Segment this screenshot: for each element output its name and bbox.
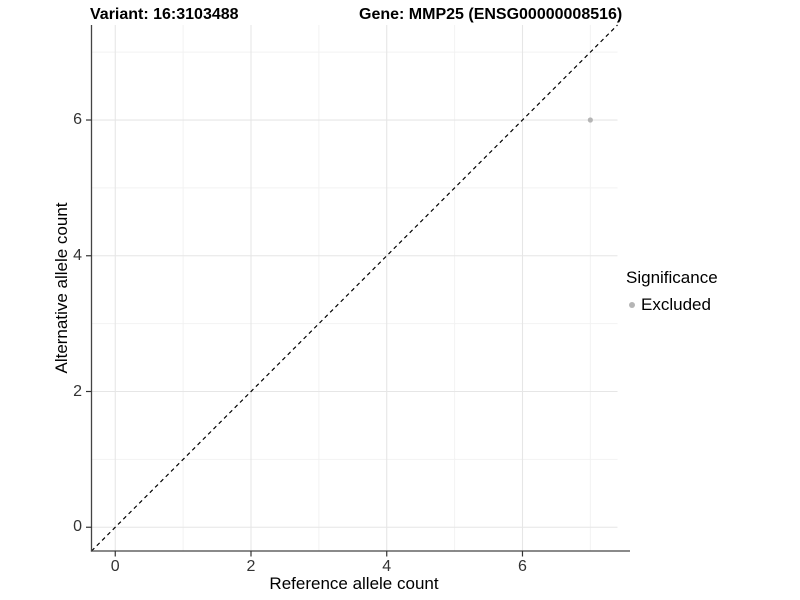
identity-line <box>91 24 618 552</box>
x-tick-label: 6 <box>518 558 527 575</box>
y-axis-title: Alternative allele count <box>52 202 71 374</box>
legend-title: Significance <box>626 268 718 287</box>
x-tick-label: 0 <box>110 558 120 575</box>
y-tick-label: 0 <box>73 518 82 536</box>
y-tick-label: 6 <box>73 111 82 129</box>
y-tick-label: 4 <box>73 246 82 264</box>
legend-entry-label: Excluded <box>641 295 711 314</box>
y-tick-label: 2 <box>73 382 82 400</box>
variant-title: Variant: 16:3103488 <box>90 6 239 23</box>
data-point <box>587 117 593 123</box>
x-tick-label: 2 <box>246 558 256 575</box>
excluded-dot-icon <box>629 302 635 308</box>
legend: Significance Excluded <box>626 268 718 315</box>
gene-title: Gene: MMP25 (ENSG00000008516) <box>359 6 623 23</box>
x-tick-label: 4 <box>382 558 392 575</box>
x-axis-title: Reference allele count <box>269 574 439 593</box>
legend-entry-excluded: Excluded <box>629 295 718 315</box>
